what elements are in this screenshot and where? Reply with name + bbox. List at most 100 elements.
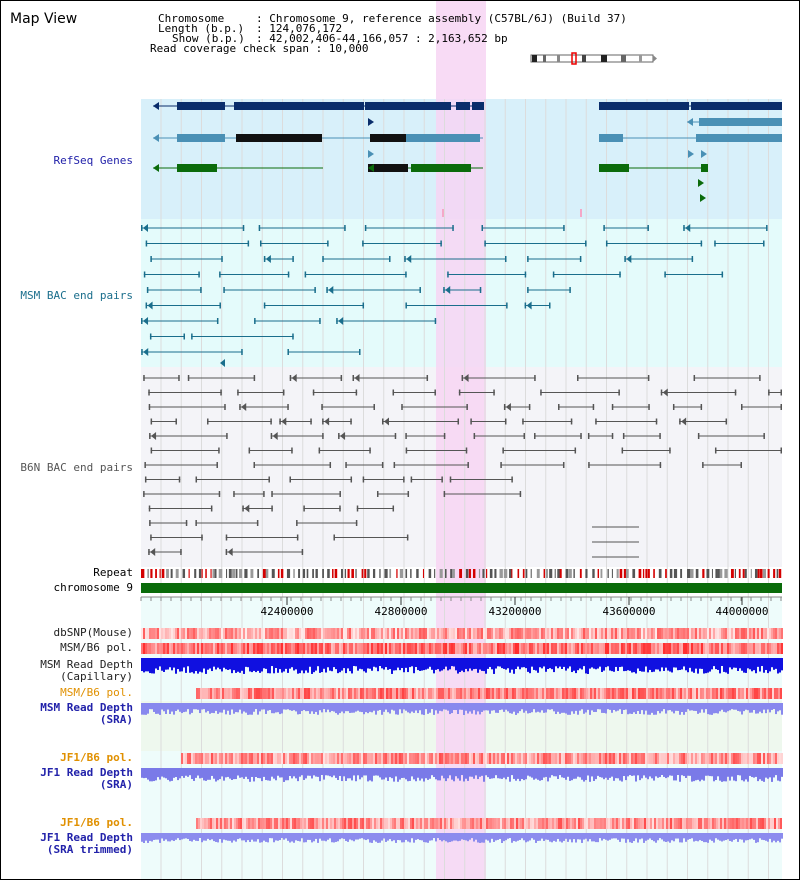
- heat-cell: [201, 628, 203, 639]
- track-label-jf1-b6-pol-2[interactable]: JF1/B6 pol.: [60, 816, 133, 829]
- heat-cell: [302, 688, 304, 699]
- depth-bar: [391, 703, 393, 710]
- depth-bar: [285, 768, 287, 781]
- track-label-msm-depth-sra[interactable]: MSM Read Depth: [40, 701, 133, 714]
- bac-end-arrow: [151, 432, 157, 440]
- track-label-repeat[interactable]: Repeat: [93, 566, 133, 579]
- ideogram-body: [530, 54, 654, 63]
- heat-cell: [741, 643, 743, 654]
- heat-cell: [217, 628, 219, 639]
- depth-bar: [745, 658, 747, 673]
- depth-bar: [235, 658, 237, 673]
- track-label-msm-bac[interactable]: MSM BAC end pairs: [20, 289, 133, 302]
- depth-bar: [175, 703, 177, 712]
- depth-bar: [277, 658, 279, 673]
- depth-bar: [749, 768, 751, 776]
- track-label-msm-depth-capillary[interactable]: MSM Read Depth: [40, 658, 133, 671]
- repeat-element: [754, 569, 758, 578]
- depth-bar: [729, 703, 731, 711]
- depth-bar: [599, 703, 601, 710]
- track-label-jf1-depth-trimmed[interactable]: JF1 Read Depth: [40, 831, 133, 844]
- depth-bar: [507, 768, 509, 777]
- heat-cell: [778, 818, 780, 829]
- depth-bar: [621, 658, 623, 667]
- heat-cell: [605, 753, 607, 764]
- heat-cell: [589, 628, 591, 639]
- track-label-refseq[interactable]: RefSeq Genes: [53, 154, 133, 167]
- depth-bar: [293, 658, 295, 671]
- track-label-jf1-b6-pol-1[interactable]: JF1/B6 pol.: [60, 751, 133, 764]
- heat-cell: [501, 628, 503, 639]
- heat-cell: [663, 643, 665, 654]
- repeat-element: [717, 569, 721, 578]
- track-label-msm-b6-pol-1[interactable]: MSM/B6 pol.: [60, 641, 133, 654]
- depth-bar: [259, 768, 261, 779]
- track-label-dbsnp[interactable]: dbSNP(Mouse): [53, 626, 133, 639]
- depth-bar: [213, 658, 215, 667]
- depth-bar: [775, 833, 777, 843]
- heat-cell: [193, 628, 195, 639]
- heat-cell: [537, 643, 539, 654]
- bac-end-mark: [141, 318, 143, 324]
- depth-bar: [325, 703, 327, 713]
- depth-bar: [193, 658, 195, 674]
- depth-bar: [761, 658, 763, 667]
- depth-bar: [359, 658, 361, 669]
- heat-cell: [394, 818, 396, 829]
- depth-bar: [311, 703, 313, 712]
- heat-cell: [329, 628, 331, 639]
- track-label-msm-b6-pol-2[interactable]: MSM/B6 pol.: [60, 686, 133, 699]
- heat-cell: [253, 643, 255, 654]
- heat-cell: [274, 688, 276, 699]
- heat-cell: [224, 818, 226, 829]
- heat-cell: [357, 628, 359, 639]
- depth-bar: [741, 768, 743, 781]
- depth-bar: [737, 658, 739, 672]
- heat-cell: [554, 688, 556, 699]
- heat-cell: [337, 643, 339, 654]
- bac-end-arrow: [227, 548, 233, 556]
- depth-bar: [353, 658, 355, 667]
- heat-cell: [288, 818, 290, 829]
- depth-bar: [601, 833, 603, 841]
- depth-bar: [649, 833, 651, 839]
- depth-bar: [267, 768, 269, 781]
- heat-cell: [521, 628, 523, 639]
- bac-end-mark: [447, 271, 449, 278]
- depth-bar: [711, 658, 713, 670]
- depth-bar: [711, 768, 713, 777]
- depth-bar: [767, 768, 769, 779]
- heat-cell: [735, 643, 737, 654]
- depth-bar: [655, 658, 657, 670]
- heat-cell: [587, 753, 589, 764]
- track-label-jf1-depth-sra[interactable]: JF1 Read Depth: [40, 766, 133, 779]
- heat-cell: [239, 753, 241, 764]
- bac-end-mark: [763, 433, 765, 439]
- depth-bar: [713, 703, 715, 714]
- repeat-element: [597, 569, 600, 578]
- heat-cell: [669, 643, 671, 654]
- bac-end-mark: [291, 447, 293, 454]
- depth-bar: [347, 768, 349, 779]
- depth-bar: [711, 703, 713, 715]
- heat-cell: [758, 688, 760, 699]
- track-label-b6n-bac[interactable]: B6N BAC end pairs: [20, 461, 133, 474]
- bac-end-mark: [148, 404, 151, 410]
- repeat-element: [315, 569, 318, 578]
- heat-cell: [468, 818, 470, 829]
- repeat-element: [647, 569, 650, 578]
- depth-bar: [699, 768, 701, 782]
- depth-bar: [323, 833, 325, 841]
- heat-cell: [269, 753, 271, 764]
- heat-cell: [313, 753, 315, 764]
- heat-cell: [268, 818, 270, 829]
- bac-end-mark: [345, 462, 347, 468]
- bac-end-mark: [624, 256, 626, 262]
- heat-cell: [222, 688, 224, 699]
- repeat-element: [645, 569, 648, 578]
- heat-cell: [211, 753, 213, 764]
- heat-cell: [431, 753, 433, 764]
- bac-end-arrow: [143, 348, 149, 356]
- depth-bar: [599, 833, 601, 839]
